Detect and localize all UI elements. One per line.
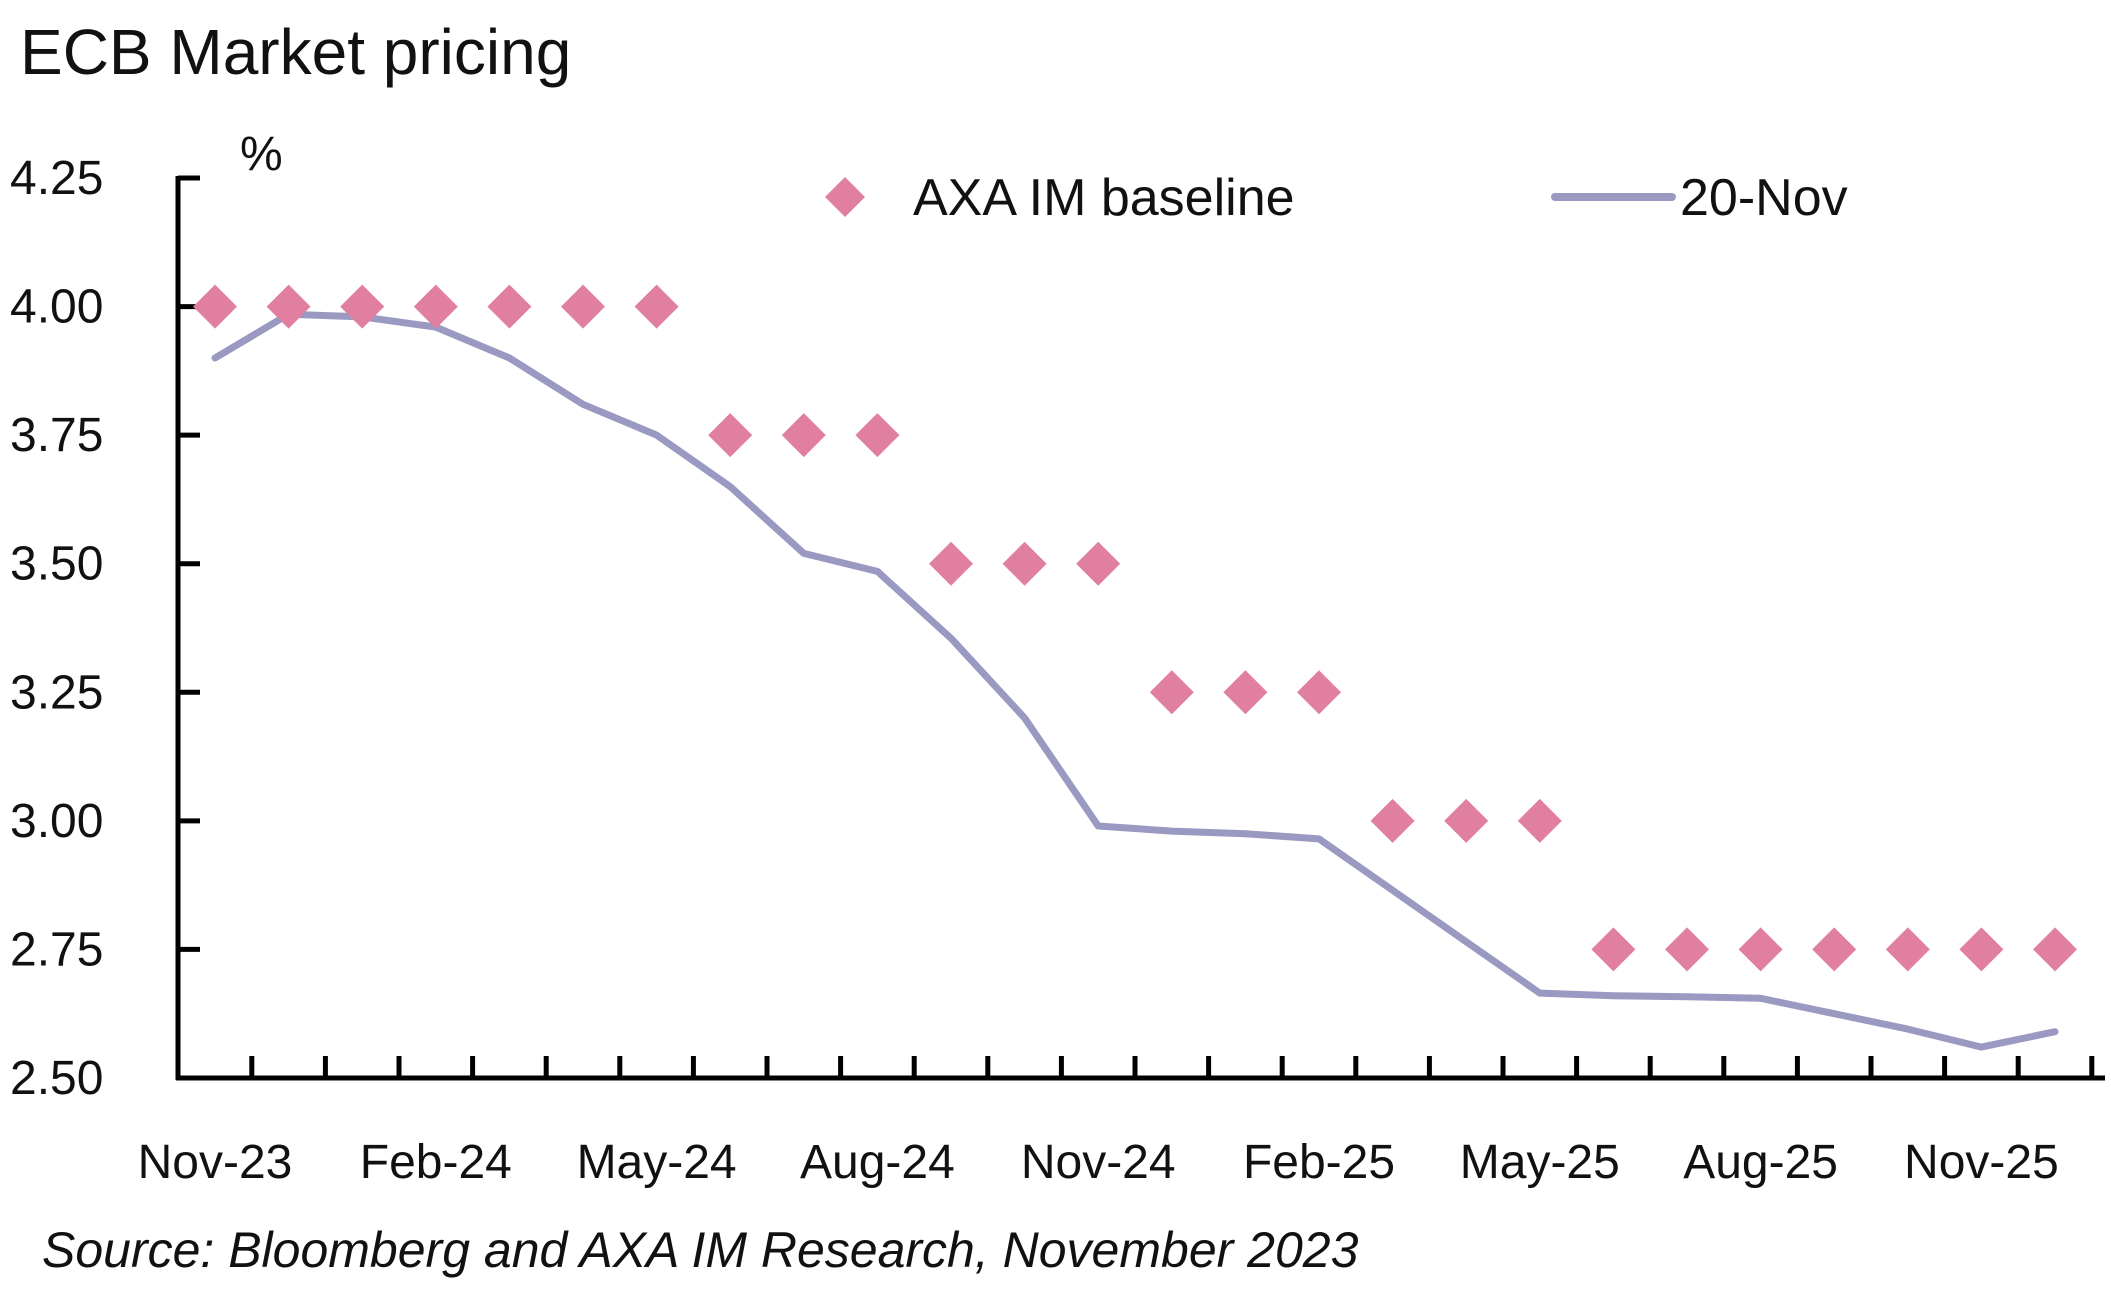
x-tick-label: Aug-24 <box>800 1136 955 1189</box>
baseline-diamond-point <box>855 413 900 458</box>
y-tick-label: 3.50 <box>10 538 103 591</box>
baseline-diamond-point <box>1738 927 1783 972</box>
baseline-diamond-point <box>1076 541 1121 586</box>
x-tick-label: Nov-24 <box>1021 1136 1176 1189</box>
y-tick-label: 3.00 <box>10 795 103 848</box>
baseline-diamond-point <box>1370 798 1415 843</box>
y-tick-label: 3.25 <box>10 666 103 719</box>
legend-label-20-nov: 20-Nov <box>1680 169 1848 227</box>
x-tick-label: Feb-25 <box>1243 1136 1395 1189</box>
y-tick-label: 2.50 <box>10 1052 103 1105</box>
baseline-diamond-point <box>1297 670 1341 715</box>
chart-source-note: Source: Bloomberg and AXA IM Research, N… <box>42 1222 1359 1278</box>
baseline-diamond-point <box>1002 541 1047 586</box>
chart-title: ECB Market pricing <box>20 16 572 88</box>
y-tick-label: 3.75 <box>10 409 103 462</box>
baseline-diamond-point <box>1959 927 2004 972</box>
y-tick-label: 4.25 <box>10 152 103 205</box>
baseline-diamond-point <box>413 284 458 329</box>
baseline-diamond-point <box>2033 927 2077 972</box>
baseline-diamond-point <box>1591 927 1636 972</box>
baseline-diamond-point <box>561 284 605 329</box>
baseline-diamond-point <box>1517 798 1562 843</box>
baseline-diamond-point <box>634 284 679 329</box>
baseline-diamond-point <box>781 413 826 458</box>
legend-marker-axa-im-baseline <box>825 177 865 217</box>
baseline-diamond-point <box>1149 670 1194 715</box>
x-tick-label: May-24 <box>577 1136 737 1189</box>
baseline-diamond-point <box>1812 927 1857 972</box>
baseline-diamond-point <box>266 284 311 329</box>
y-tick-label: 2.75 <box>10 923 103 976</box>
series-line-20-nov <box>211 310 2059 1051</box>
baseline-diamond-point <box>487 284 532 329</box>
x-tick-label: Aug-25 <box>1683 1136 1838 1189</box>
baseline-diamond-point <box>1885 927 1930 972</box>
baseline-diamond-point <box>1444 798 1489 843</box>
legend-label-axa-im-baseline: AXA IM baseline <box>913 169 1295 227</box>
baseline-diamond-point <box>193 284 237 329</box>
x-tick-label: Nov-23 <box>138 1136 293 1189</box>
x-tick-label: Feb-24 <box>360 1136 512 1189</box>
x-tick-label: May-25 <box>1460 1136 1620 1189</box>
baseline-diamond-point <box>340 284 385 329</box>
baseline-diamond-point <box>708 413 753 458</box>
baseline-diamond-point <box>1223 670 1268 715</box>
y-tick-label: 4.00 <box>10 281 103 334</box>
baseline-diamond-point <box>929 541 973 586</box>
x-tick-label: Nov-25 <box>1904 1136 2059 1189</box>
y-axis-unit-label: % <box>240 128 283 181</box>
baseline-diamond-point <box>1665 927 1709 972</box>
